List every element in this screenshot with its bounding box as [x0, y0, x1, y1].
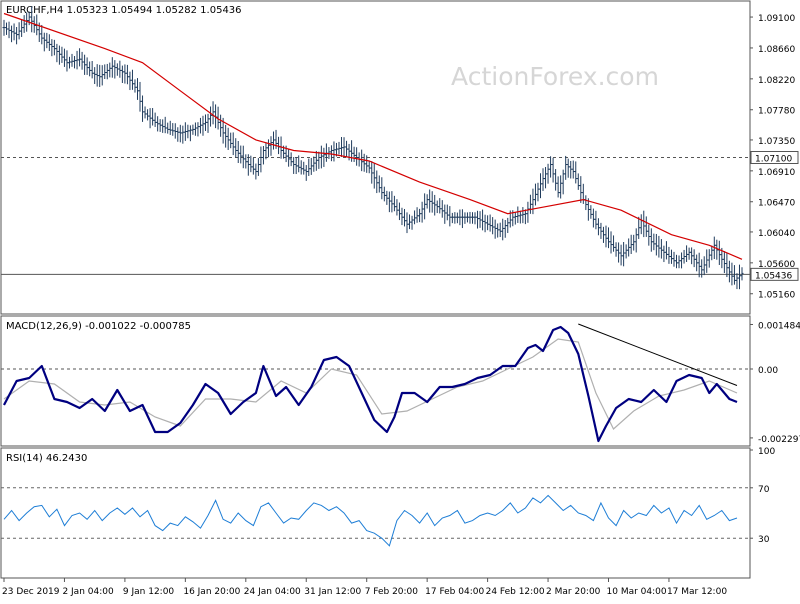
macd-y-tick-label: 0.001484 [758, 321, 800, 331]
moving-average-line [3, 12, 743, 260]
macd-y-tick-label: -0.002297 [758, 435, 800, 445]
macd-panel-frame [0, 315, 751, 447]
x-axis-label: 17 Mar 12:00 [667, 587, 727, 597]
price-y-tick-label: 1.07780 [758, 107, 795, 117]
x-axis-label: 24 Feb 12:00 [486, 587, 545, 597]
macd-layer [1, 323, 750, 443]
macd-line [3, 325, 738, 443]
price-y-tick-label: 1.07350 [758, 137, 795, 147]
macd-y-tick-label: 0.00 [758, 366, 778, 376]
price-y-tick-label: 1.05600 [758, 260, 795, 270]
watermark: ActionForex.com [451, 62, 659, 91]
macd-panel-label: MACD(12,26,9) -0.001022 -0.000785 [6, 321, 191, 332]
rsi-layer [1, 487, 750, 547]
price-y-tick-label: 1.08220 [758, 76, 795, 86]
x-axis-label: 31 Jan 12:00 [304, 587, 361, 597]
x-axis-label: 7 Feb 20:00 [365, 587, 419, 597]
x-axis-label: 9 Jan 12:00 [123, 587, 175, 597]
price-y-tick-label: 1.05160 [758, 291, 795, 301]
price-level-label: 1.05436 [755, 271, 792, 281]
rsi-panel-label: RSI(14) 46.2430 [6, 453, 87, 464]
price-y-tick-label: 1.06040 [758, 229, 795, 239]
x-axis-label: 16 Jan 20:00 [183, 587, 240, 597]
x-axis-label: 2 Mar 20:00 [546, 587, 601, 597]
macd-signal-line [3, 338, 738, 430]
rsi-y-tick-label: 70 [758, 485, 770, 495]
rsi-line [3, 494, 738, 547]
x-axis-label: 24 Jan 04:00 [244, 587, 301, 597]
rsi-y-tick-label: 100 [758, 447, 775, 457]
price-layer [1, 6, 750, 290]
price-level-label: 1.07100 [755, 155, 792, 165]
price-level-box [750, 151, 799, 164]
price-y-tick-label: 1.08660 [758, 45, 795, 55]
x-axis-label: 2 Jan 04:00 [62, 587, 114, 597]
price-y-tick-label: 1.09100 [758, 14, 795, 24]
axis-layer: 1.07100 1.05436 1.09100 1.08660 1.08220 1.077… [2, 14, 800, 597]
x-axis-label: 10 Mar 04:00 [607, 587, 667, 597]
price-y-tick-label: 1.06910 [758, 168, 795, 178]
x-axis-label: 23 Dec 2019 [2, 587, 60, 597]
price-level-box [750, 267, 799, 281]
price-y-tick-label: 1.06470 [758, 199, 795, 209]
rsi-y-tick-label: 30 [758, 535, 770, 545]
x-axis-label: 17 Feb 04:00 [425, 587, 484, 597]
price-panel-label: EURCHF,H4 1.05323 1.05494 1.05282 1.0543… [6, 5, 242, 16]
rsi-panel-frame [0, 447, 751, 579]
macd-trendline [578, 323, 738, 386]
